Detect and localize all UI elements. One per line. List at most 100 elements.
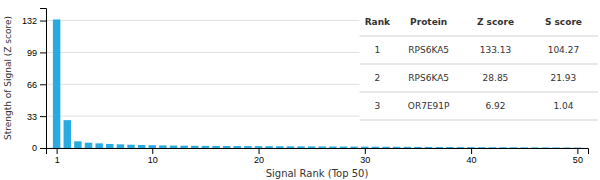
x-axis-tick-mark (259, 148, 260, 154)
x-axis-tick: 20 (254, 148, 264, 165)
table-cell: OR7E91P (408, 101, 450, 111)
bar (467, 147, 474, 148)
bar (106, 144, 113, 148)
bar (531, 147, 538, 148)
x-axis-tick-mark (577, 148, 578, 154)
bar (74, 141, 81, 148)
x-axis-tick-label: 50 (573, 155, 583, 165)
bar (297, 146, 304, 148)
bar (127, 145, 134, 148)
table-cell: 21.93 (551, 73, 577, 83)
x-axis-tick: 40 (467, 148, 477, 165)
x-axis-tick: 1 (55, 148, 60, 165)
bar (414, 147, 421, 148)
table-divider (360, 120, 598, 121)
bar (170, 146, 177, 148)
y-axis-line (40, 9, 47, 149)
bar (95, 143, 102, 148)
bar (393, 147, 400, 148)
bar (404, 147, 411, 148)
bar (234, 146, 241, 148)
bar (489, 147, 496, 148)
bar (191, 146, 198, 148)
table-cell: RPS6KA5 (408, 45, 449, 55)
table-cell: 1 (375, 45, 381, 55)
y-axis-tick-label: 66 (27, 80, 37, 90)
bar (340, 147, 347, 148)
table-header: Z score (477, 17, 514, 27)
x-axis-tick: 10 (148, 148, 158, 165)
table-divider (360, 36, 598, 37)
y-axis-tick-label: 99 (27, 48, 37, 58)
y-axis-tick-label: 0 (32, 143, 37, 153)
bar (521, 147, 528, 148)
bar (180, 146, 187, 148)
bar (149, 145, 156, 148)
x-axis-tick-mark (365, 148, 366, 154)
x-axis-tick-label: 20 (254, 155, 264, 165)
y-axis-tick: 132 (22, 16, 46, 26)
table-divider (360, 92, 598, 93)
y-axis-tick-mark (40, 148, 46, 149)
bar (138, 145, 145, 148)
table-background (360, 8, 598, 120)
x-axis-title: Signal Rank (Top 50) (266, 168, 369, 179)
bar (265, 146, 272, 148)
y-axis-tick-label: 33 (27, 112, 37, 122)
y-axis-tick-mark (40, 52, 46, 53)
bar (372, 147, 379, 148)
table-cell: RPS6KA5 (408, 73, 449, 83)
bar (350, 147, 357, 148)
bar (202, 146, 209, 148)
table-header: Rank (365, 17, 391, 27)
y-axis-title: Strength of Signal (Z score) (3, 16, 13, 140)
bar (117, 144, 124, 148)
y-axis-tick-mark (40, 21, 46, 22)
table-cell: 28.85 (483, 73, 509, 83)
table-cell: 133.13 (480, 45, 512, 55)
bar (53, 19, 60, 148)
bar (574, 147, 581, 148)
x-axis-tick-label: 10 (148, 155, 158, 165)
table-header: S score (545, 17, 582, 27)
x-axis-tick-mark (57, 148, 58, 154)
x-axis-line (47, 149, 589, 155)
bar (563, 147, 570, 148)
y-axis-tick-mark (40, 84, 46, 85)
table-cell: 1.04 (553, 101, 573, 111)
x-axis-tick-mark (471, 148, 472, 154)
bar (255, 146, 262, 148)
bar (382, 147, 389, 148)
table-header: Protein (410, 17, 447, 27)
x-axis: 1 10 20 30 40 50 (47, 148, 589, 165)
bar (446, 147, 453, 148)
bar (425, 147, 432, 148)
bar (276, 146, 283, 148)
x-axis-tick-label: 30 (360, 155, 370, 165)
y-axis: 0 33 66 99 132 (22, 9, 47, 154)
bar (64, 120, 71, 148)
bar (361, 147, 368, 148)
table-cell: 6.92 (485, 101, 505, 111)
bar (478, 147, 485, 148)
bar (287, 146, 294, 148)
table-cell: 3 (375, 101, 381, 111)
x-axis-tick-label: 1 (55, 155, 60, 165)
table: Rank Protein Z score S score 1 RPS6KA5 133.13 1… (360, 8, 598, 120)
bar (244, 146, 251, 148)
bar (85, 143, 92, 148)
x-axis-tick: 50 (573, 148, 583, 165)
y-axis-tick: 99 (27, 48, 46, 58)
bar (457, 147, 464, 148)
bar (159, 145, 166, 148)
bar (552, 147, 559, 148)
table-divider (360, 64, 598, 65)
x-axis-tick-label: 40 (467, 155, 477, 165)
x-axis-tick-mark (152, 148, 153, 154)
x-axis-tick: 30 (360, 148, 370, 165)
table-cell: 2 (375, 73, 381, 83)
table-cell: 104.27 (548, 45, 580, 55)
bar (223, 146, 230, 148)
y-axis-tick: 33 (27, 112, 46, 122)
bar (435, 147, 442, 148)
